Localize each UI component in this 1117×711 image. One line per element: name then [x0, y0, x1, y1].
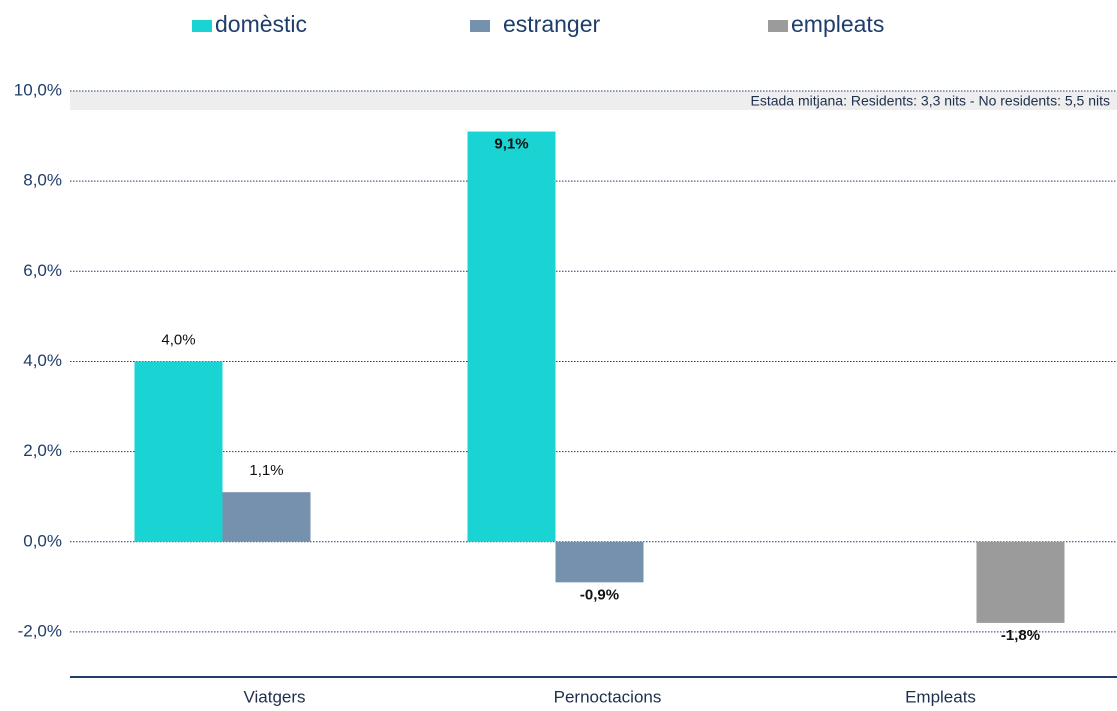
legend-swatch	[192, 20, 212, 32]
data-label: -0,9%	[580, 586, 619, 603]
annotation-band	[70, 91, 1117, 110]
y-tick-label: 8,0%	[23, 171, 62, 190]
bar	[555, 541, 644, 583]
y-tick-label: 6,0%	[23, 261, 62, 280]
x-tick-label: Pernoctacions	[554, 687, 662, 706]
legend-label: estranger	[503, 11, 601, 37]
legend-swatch	[768, 20, 788, 32]
bar	[222, 492, 311, 542]
y-tick-label: 10,0%	[14, 80, 62, 99]
data-label: 1,1%	[249, 462, 283, 479]
legend-swatch	[470, 20, 490, 32]
y-tick-label: -2,0%	[18, 621, 62, 640]
legend-label: domèstic	[215, 11, 307, 37]
data-label: -1,8%	[1001, 627, 1040, 644]
bar	[976, 541, 1065, 623]
y-tick-label: 0,0%	[23, 531, 62, 550]
bar	[467, 131, 556, 542]
legend-label: empleats	[791, 11, 884, 37]
bar	[134, 361, 223, 542]
x-tick-label: Empleats	[905, 687, 976, 706]
annotation: Estada mitjana: Residents: 3,3 nits - No…	[750, 93, 1110, 109]
y-tick-label: 2,0%	[23, 441, 62, 460]
y-tick-label: 4,0%	[23, 351, 62, 370]
data-label: 9,1%	[494, 136, 528, 153]
data-label: 4,0%	[161, 331, 195, 348]
x-tick-label: Viatgers	[243, 687, 305, 706]
